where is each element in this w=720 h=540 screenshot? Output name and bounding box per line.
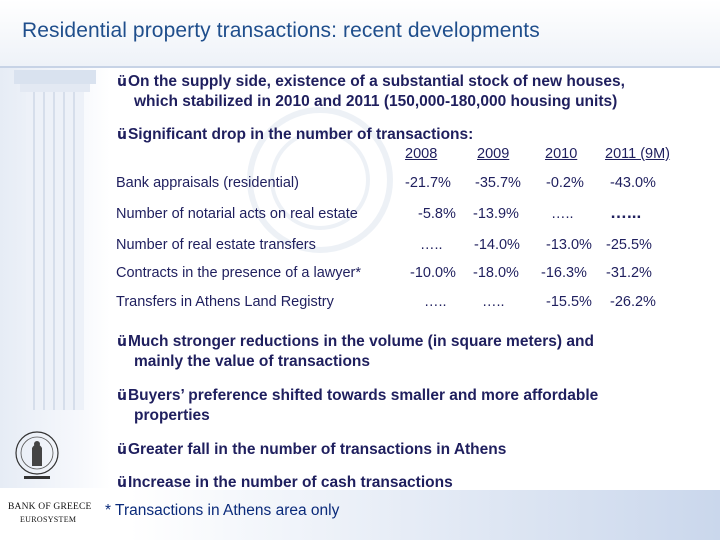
col-header-2008: 2008: [405, 146, 438, 162]
footer-bar: [0, 490, 720, 540]
table-cell: -5.8%: [418, 206, 456, 222]
table-cell: -35.7%: [475, 175, 521, 191]
check-icon: ü: [117, 442, 127, 458]
col-header-2009: 2009: [477, 146, 510, 162]
slide-title: Residential property transactions: recen…: [22, 19, 540, 42]
row-label: Contracts in the presence of a lawyer*: [116, 265, 362, 281]
table-cell: -13.9%: [473, 206, 519, 222]
check-icon: ü: [117, 74, 127, 90]
table-cell: -15.5%: [546, 294, 592, 310]
col-header-2011: 2011 (9M): [605, 146, 671, 162]
header-bar: [0, 0, 720, 66]
col-header-2010: 2010: [545, 146, 578, 162]
bank-name: BANK OF GREECE: [8, 502, 92, 512]
table-cell: …..: [424, 294, 447, 310]
bullet-supply: üOn the supply side, existence of a subs…: [117, 73, 625, 110]
coin-watermark-icon: [247, 107, 393, 253]
table-cell: -21.7%: [405, 175, 451, 191]
check-icon: ü: [117, 388, 127, 404]
bullet-preference: üBuyers’ preference shifted towards smal…: [117, 387, 599, 424]
check-icon: ü: [117, 475, 127, 491]
check-icon: ü: [117, 334, 127, 350]
header-divider: [0, 66, 720, 68]
table-cell: …...: [610, 203, 642, 222]
table-cell: …..: [482, 294, 505, 310]
table-cell: -16.3%: [541, 265, 587, 281]
bullet-cash: üIncrease in the number of cash transact…: [117, 474, 453, 491]
table-cell: -13.0%: [546, 237, 592, 253]
table-cell: -14.0%: [474, 237, 520, 253]
row-label: Number of notarial acts on real estate: [116, 206, 358, 222]
row-label: Transfers in Athens Land Registry: [116, 294, 334, 310]
footnote: * Transactions in Athens area only: [105, 502, 340, 519]
bank-subtitle: EUROSYSTEM: [20, 515, 77, 524]
greek-column-icon: [14, 70, 96, 410]
table-cell: -18.0%: [473, 265, 519, 281]
table-cell: -10.0%: [410, 265, 456, 281]
check-icon: ü: [117, 127, 127, 143]
bank-seal-icon: [15, 431, 59, 479]
table-cell: …..: [420, 237, 443, 253]
table-cell: -43.0%: [610, 175, 656, 191]
table-cell: -25.5%: [606, 237, 652, 253]
table-cell: …..: [551, 206, 574, 222]
bullet-athens: üGreater fall in the number of transacti…: [117, 441, 507, 458]
row-label: Bank appraisals (residential): [116, 175, 299, 191]
table-cell: -31.2%: [606, 265, 652, 281]
table-cell: -0.2%: [546, 175, 584, 191]
table-cell: -26.2%: [610, 294, 656, 310]
bullet-volume: üMuch stronger reductions in the volume …: [117, 333, 594, 370]
bullet-drop: üSignificant drop in the number of trans…: [117, 126, 474, 143]
row-label: Number of real estate transfers: [116, 237, 316, 253]
